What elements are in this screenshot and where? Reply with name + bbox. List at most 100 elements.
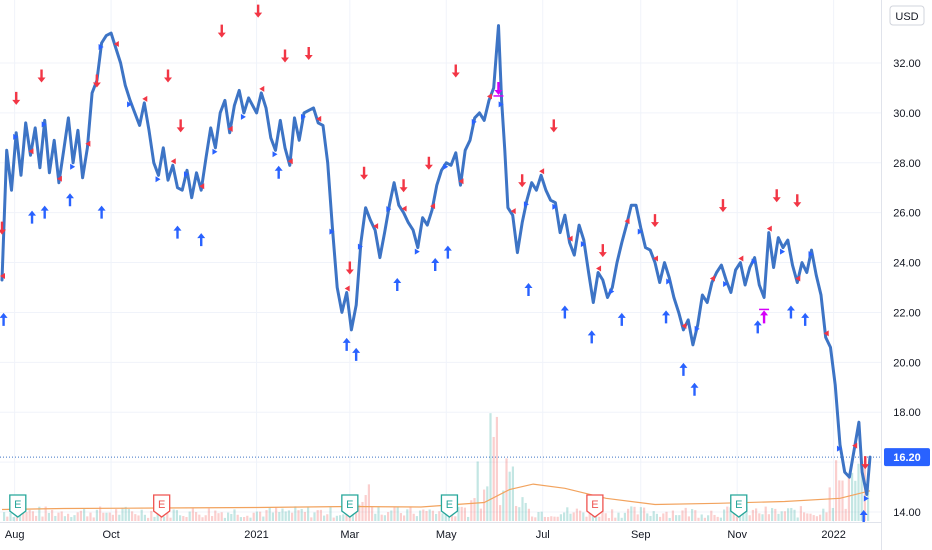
bullish-triangle-marker (41, 121, 47, 128)
volume-bar (342, 514, 345, 521)
bullish-triangle-marker (780, 248, 786, 255)
volume-bar (377, 506, 380, 521)
earnings-marker[interactable]: E (9, 494, 27, 518)
bearish-triangle-marker (539, 168, 545, 175)
volume-bar (252, 512, 255, 521)
volume-bar (166, 507, 169, 521)
volume-bar (700, 514, 703, 521)
bullish-triangle-marker (836, 445, 842, 452)
volume-bar (131, 511, 134, 521)
volume-bar (697, 517, 700, 521)
sell-signal-arrow (549, 119, 558, 133)
time-tick-label: May (436, 529, 457, 541)
volume-bar (115, 509, 118, 521)
volume-bar (867, 485, 870, 521)
volume-bar (300, 508, 303, 521)
volume-bar (188, 511, 191, 521)
price-tick-label: 26.00 (893, 208, 921, 220)
volume-bar (323, 515, 326, 521)
volume-bar (774, 508, 777, 521)
volume-bar (332, 517, 335, 521)
volume-bar (771, 508, 774, 521)
volume-bar (86, 516, 89, 521)
volume-bar (419, 510, 422, 521)
volume-bar (6, 516, 9, 521)
volume-bar (508, 471, 511, 521)
volume-bar (543, 516, 546, 521)
volume-bar (227, 512, 230, 521)
volume-bar (627, 508, 630, 521)
volume-bar (70, 517, 73, 521)
signal-markers (0, 4, 870, 523)
bearish-triangle-marker (113, 41, 119, 48)
volume-bar (303, 511, 306, 521)
volume-bar (435, 513, 438, 521)
bearish-triangle-marker (567, 235, 573, 242)
time-tick-label: 2021 (244, 529, 268, 541)
bullish-triangle-marker (127, 101, 133, 108)
volume-bar (793, 509, 796, 521)
earnings-marker[interactable]: E (440, 494, 459, 518)
bearish-triangle-marker (766, 225, 772, 232)
sell-signal-arrow (360, 166, 369, 180)
earnings-marker[interactable]: E (153, 494, 171, 518)
sell-signal-arrow (254, 4, 263, 18)
volume-bar (89, 512, 92, 521)
time-axis[interactable]: Aug Oct 2021 Mar May Jul Sep Nov 2022 (5, 529, 846, 541)
bearish-triangle-marker (596, 265, 602, 272)
volume-bar (569, 513, 572, 521)
sell-signal-arrow (217, 24, 226, 38)
special-signal-arrow (760, 310, 769, 324)
volume-bar (844, 508, 847, 521)
earnings-marker[interactable]: E (730, 494, 748, 518)
volume-bar (755, 508, 758, 521)
buy-signal-arrow (690, 382, 699, 396)
earnings-marker[interactable]: E (586, 494, 604, 518)
volume-bar (473, 498, 476, 521)
volume-bar (262, 516, 265, 521)
buy-signal-arrow (65, 193, 74, 207)
bullish-triangle-marker (498, 101, 504, 108)
volume-bar (467, 516, 470, 521)
volume-bar (265, 510, 268, 521)
time-tick-label: Sep (631, 529, 651, 541)
bullish-triangle-marker (13, 133, 19, 140)
volume-bar (124, 506, 127, 521)
volume-bar (707, 515, 710, 521)
volume-bar (796, 517, 799, 521)
volume-bar (399, 513, 402, 521)
volume-bar (316, 510, 319, 521)
volume-bar (486, 486, 489, 521)
volume-bar (777, 513, 780, 521)
price-tick-label: 30.00 (893, 108, 921, 120)
price-tick-label: 22.00 (893, 307, 921, 319)
volume-bar (767, 514, 770, 521)
volume-bar (255, 511, 258, 521)
volume-bar (726, 506, 729, 521)
volume-bar (710, 510, 713, 521)
earnings-marker[interactable]: E (341, 494, 359, 518)
volume-bar (230, 513, 233, 521)
bullish-triangle-marker (329, 228, 335, 235)
volume-bar (681, 510, 684, 521)
volume-bar (76, 512, 79, 521)
volume-bar (275, 507, 278, 521)
bearish-triangle-marker (28, 148, 34, 155)
bullish-triangle-marker (443, 163, 449, 170)
volume-bar (559, 514, 562, 521)
volume-bar (207, 508, 210, 521)
volume-bar (671, 510, 674, 521)
volume-bar (723, 509, 726, 521)
volume-bar (575, 508, 578, 521)
bullish-triangle-marker (183, 171, 189, 178)
bullish-triangle-marker (357, 243, 363, 250)
currency-button[interactable]: USD (889, 5, 925, 26)
volume-bar (147, 517, 150, 521)
bullish-triangle-marker (552, 203, 558, 210)
buy-signal-arrow (173, 225, 182, 239)
bullish-triangle-marker (580, 241, 586, 248)
volume-bar (511, 466, 514, 521)
volume-bar (662, 513, 665, 521)
